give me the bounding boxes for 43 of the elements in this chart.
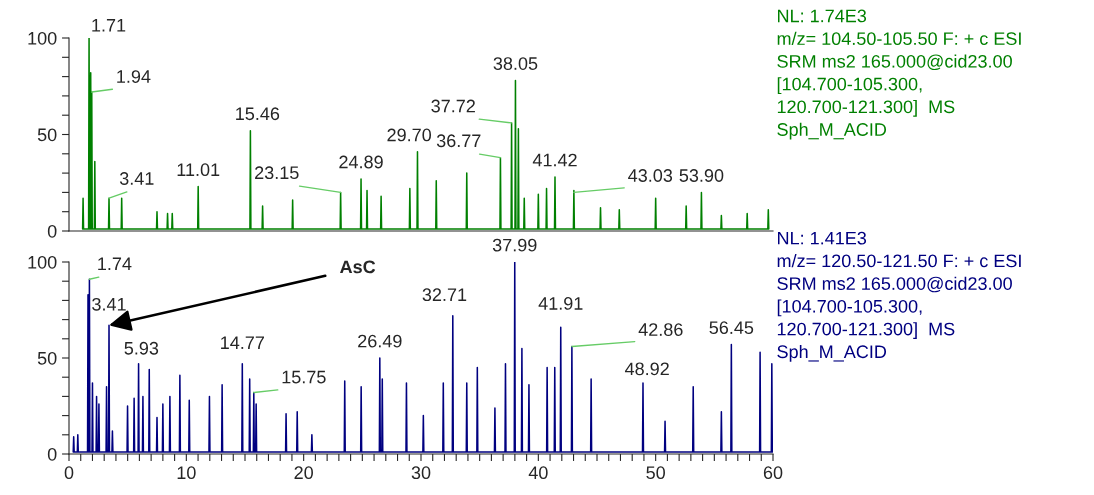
annotation: 3.41 bbox=[92, 297, 126, 311]
annotation: 5.93 bbox=[124, 341, 159, 355]
annotation: 11.01 bbox=[177, 163, 220, 177]
annotation: 37.72 bbox=[431, 99, 475, 113]
y-tick-label: 0 bbox=[47, 447, 57, 461]
y-tick-label: 100 bbox=[28, 31, 57, 45]
annotation: 53.90 bbox=[679, 169, 724, 182]
annotation: 1.71 bbox=[92, 19, 126, 32]
annotation: 24.89 bbox=[339, 155, 383, 169]
annotation: 43.03 bbox=[628, 169, 673, 182]
annotation: 3.41 bbox=[119, 172, 154, 185]
line-series bbox=[81, 38, 770, 230]
annotation: 42.86 bbox=[638, 323, 683, 336]
x-tick-label: 50 bbox=[646, 466, 665, 480]
annotation: 23.15 bbox=[255, 166, 299, 180]
x-tick-label: 60 bbox=[763, 466, 783, 480]
x-tick-label: 0 bbox=[64, 466, 74, 480]
y-tick-label: 0 bbox=[47, 224, 57, 238]
annotation: 56.45 bbox=[709, 321, 754, 335]
annotation: 41.42 bbox=[532, 153, 577, 167]
annotation: 15.75 bbox=[282, 370, 326, 384]
annotation: 14.77 bbox=[221, 336, 264, 349]
annotation: 1.74 bbox=[98, 257, 132, 270]
annotation: 48.92 bbox=[624, 362, 669, 376]
y-tick-label: 50 bbox=[37, 351, 57, 365]
annotation: 38.05 bbox=[493, 57, 538, 70]
annotation: AsC bbox=[340, 260, 376, 274]
y-tick-label: 50 bbox=[37, 128, 57, 142]
x-tick-label: 30 bbox=[411, 466, 431, 480]
text: NL: 1.41E3 m/z= 120.50-121.50 F: + c ESI SRM ms2 165.000@cid23.00 [104.700-105.300, 120.700-121.300] MS Sph_M_ACID bbox=[777, 231, 1021, 362]
annotation: 32.71 bbox=[422, 288, 467, 302]
x-tick-label: 10 bbox=[177, 466, 196, 480]
annotation: 36.77 bbox=[436, 134, 481, 148]
x-tick-label: 20 bbox=[294, 466, 313, 480]
annotation: 15.46 bbox=[236, 107, 280, 121]
annotation: 1.94 bbox=[117, 70, 151, 83]
annotation: 26.49 bbox=[358, 334, 402, 348]
x-tick-label: 40 bbox=[528, 466, 548, 480]
annotation: 41.91 bbox=[538, 297, 583, 310]
text: NL: 1.74E3 m/z= 104.50-105.50 F: + c ESI SRM ms2 165.000@cid23.00 [104.700-105.300, 120.700-121.300] MS Sph_M_ACID bbox=[777, 9, 1021, 140]
annotation: 29.70 bbox=[387, 128, 432, 142]
annotation: 37.99 bbox=[492, 238, 537, 252]
y-tick-label: 100 bbox=[28, 255, 57, 269]
